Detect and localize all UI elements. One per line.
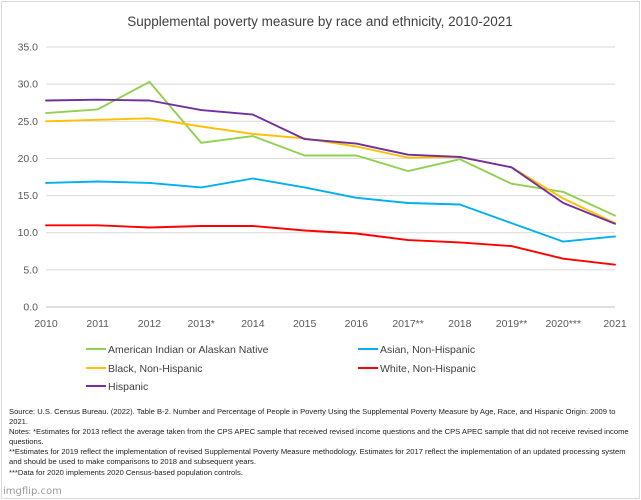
y-tick-label: 30.0	[18, 79, 39, 91]
series-line-1	[45, 80, 616, 217]
y-tick-label: 10.0	[18, 227, 39, 239]
y-tick-label: 15.0	[18, 190, 39, 202]
x-tick-label: 2016	[345, 318, 369, 330]
legend-label-2: Asian, Non-Hispanic	[380, 344, 475, 356]
x-tick-label: 2012	[138, 318, 162, 330]
x-tick-label: 2018	[448, 318, 472, 330]
source-citation: Source: U.S. Census Bureau. (2022). Tabl…	[9, 407, 616, 427]
x-tick-label: 2017**	[392, 318, 424, 330]
series-line-5	[45, 98, 616, 225]
x-tick-label: 2021	[603, 318, 627, 330]
legend-label-3: Black, Non-Hispanic	[108, 363, 203, 375]
legend-label-5: Hispanic	[108, 381, 148, 393]
x-tick-label: 2010	[34, 318, 58, 330]
legend-label-1: American Indian or Alaskan Native	[108, 344, 269, 356]
x-tick-label: 2013*	[187, 318, 214, 330]
chart-title: Supplemental poverty measure by race and…	[127, 14, 512, 29]
note-2019: **Estimates for 2019 reflect the impleme…	[9, 447, 626, 467]
x-tick-label: 2020***	[545, 318, 581, 330]
y-tick-label: 20.0	[18, 153, 39, 165]
legend-label-4: White, Non-Hispanic	[380, 363, 476, 375]
watermark: imgflip.com	[3, 486, 62, 497]
x-tick-label: 2015	[293, 318, 317, 330]
y-tick-label: 0.0	[23, 302, 38, 314]
source-notes: Source: U.S. Census Bureau. (2022). Tabl…	[9, 407, 634, 478]
series-line-4	[45, 224, 616, 266]
x-tick-label: 2011	[86, 318, 109, 330]
y-tick-label: 5.0	[23, 264, 38, 276]
y-tick-label: 25.0	[18, 116, 39, 128]
y-tick-label: 35.0	[18, 42, 39, 54]
series-line-2	[45, 177, 616, 243]
note-2020: ***Data for 2020 implements 2020 Census-…	[9, 467, 243, 477]
series-line-3	[45, 117, 616, 225]
x-tick-label: 2019**	[496, 318, 528, 330]
x-tick-label: 2014	[241, 318, 265, 330]
note-2013: Notes: *Estimates for 2013 reflect the a…	[9, 427, 629, 447]
